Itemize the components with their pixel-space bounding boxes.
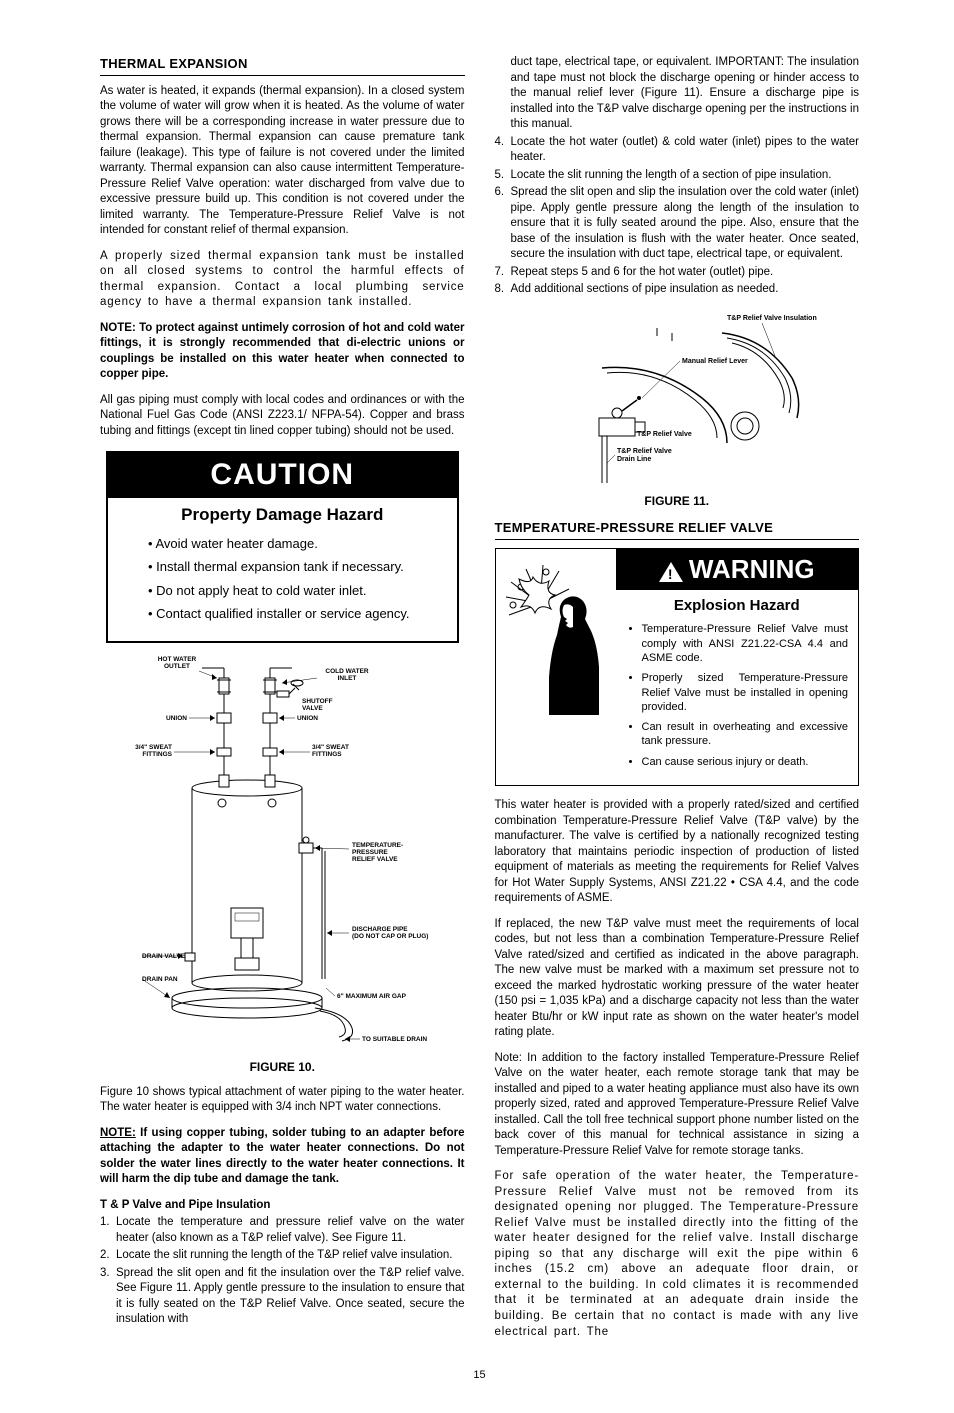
caution-box: CAUTION Property Damage Hazard • Avoid w… [106, 451, 459, 643]
caution-item: • Contact qualified installer or service… [148, 605, 457, 623]
svg-text:INLET: INLET [338, 675, 357, 682]
svg-text:6" MAXIMUM AIR GAP: 6" MAXIMUM AIR GAP [337, 993, 407, 1000]
svg-text:T&P Relief Valve: T&P Relief Valve [617, 448, 672, 455]
svg-text:SHUTOFF: SHUTOFF [302, 698, 333, 705]
svg-text:COLD WATER: COLD WATER [326, 668, 370, 675]
svg-text:Manual Relief Lever: Manual Relief Lever [682, 358, 748, 365]
caution-item: • Do not apply heat to cold water inlet. [148, 582, 457, 600]
caution-title: CAUTION [108, 453, 457, 498]
caution-item: • Avoid water heater damage. [148, 535, 457, 553]
fig10-desc: Figure 10 shows typical attachment of wa… [100, 1085, 465, 1116]
warning-subtitle: Explosion Hazard [616, 590, 859, 620]
figure-11-caption: FIGURE 11. [495, 493, 860, 509]
tp-relief-heading: TEMPERATURE-PRESSURE RELIEF VALVE [495, 519, 860, 540]
svg-text:DISCHARGE PIPE: DISCHARGE PIPE [352, 926, 408, 933]
tp-p4: For safe operation of the water heater, … [495, 1169, 860, 1340]
warning-box: WARNING Explosion Hazard Temperature-Pre… [495, 548, 860, 786]
svg-text:FITTINGS: FITTINGS [312, 751, 342, 758]
svg-text:Drain Line: Drain Line [617, 456, 651, 463]
svg-text:UNION: UNION [166, 715, 187, 722]
insulation-steps: 4.Locate the hot water (outlet) & cold w… [495, 135, 860, 298]
warning-item: Properly sized Temperature-Pressure Reli… [642, 671, 849, 714]
svg-text:3/4" SWEAT: 3/4" SWEAT [135, 744, 172, 751]
warning-item: Can cause serious injury or death. [642, 755, 849, 769]
tp-insulation-list: 1.Locate the temperature and pressure re… [100, 1215, 465, 1328]
svg-text:FITTINGS: FITTINGS [143, 751, 173, 758]
note-dielectric: NOTE: To protect against untimely corros… [100, 321, 465, 383]
thermal-p2: A properly sized thermal expansion tank … [100, 249, 465, 311]
svg-text:PRESSURE: PRESSURE [352, 849, 388, 856]
svg-text:TO SUITABLE DRAIN: TO SUITABLE DRAIN [362, 1036, 427, 1043]
cont-paragraph: duct tape, electrical tape, or equivalen… [495, 55, 860, 133]
svg-text:HOT WATER: HOT WATER [158, 656, 197, 663]
figure-11: T&P Relief Valve Insulation Manual Relie… [495, 308, 860, 510]
warning-item: Temperature-Pressure Relief Valve must c… [642, 622, 849, 665]
warning-triangle-icon [659, 562, 683, 582]
tp-insulation-heading: T & P Valve and Pipe Insulation [100, 1198, 465, 1214]
warning-title: WARNING [616, 549, 859, 590]
svg-text:UNION: UNION [297, 715, 318, 722]
tp-p2: If replaced, the new T&P valve must meet… [495, 917, 860, 1041]
caution-item: • Install thermal expansion tank if nece… [148, 558, 457, 576]
svg-text:DRAIN PAN: DRAIN PAN [142, 976, 178, 983]
figure-10: HOT WATER OUTLET COLD WATER INLET SHUTOF… [100, 653, 465, 1075]
svg-text:T&P Relief Valve: T&P Relief Valve [637, 431, 692, 438]
svg-text:OUTLET: OUTLET [164, 663, 190, 670]
tp-p1: This water heater is provided with a pro… [495, 798, 860, 907]
figure-10-caption: FIGURE 10. [100, 1059, 465, 1075]
explosion-icon [496, 549, 616, 785]
tp-p3: Note: In addition to the factory install… [495, 1051, 860, 1160]
svg-text:VALVE: VALVE [302, 705, 323, 712]
thermal-p1: As water is heated, it expands (thermal … [100, 84, 465, 239]
note-solder: NOTE: If using copper tubing, solder tub… [100, 1126, 465, 1188]
svg-text:RELIEF VALVE: RELIEF VALVE [352, 856, 398, 863]
svg-text:3/4" SWEAT: 3/4" SWEAT [312, 744, 349, 751]
thermal-expansion-heading: THERMAL EXPANSION [100, 55, 465, 76]
warning-item: Can result in overheating and excessive … [642, 720, 849, 749]
svg-text:TEMPERATURE-: TEMPERATURE- [352, 842, 403, 849]
page-number: 15 [100, 1368, 859, 1383]
svg-text:T&P Relief Valve Insulation: T&P Relief Valve Insulation [727, 315, 817, 322]
svg-text:(DO NOT CAP OR PLUG): (DO NOT CAP OR PLUG) [352, 933, 428, 940]
caution-subtitle: Property Damage Hazard [108, 498, 457, 531]
gas-piping-p: All gas piping must comply with local co… [100, 393, 465, 440]
